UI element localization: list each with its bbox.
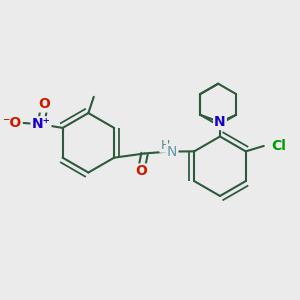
Text: N: N [214, 115, 226, 129]
Text: N⁺: N⁺ [32, 117, 50, 131]
Text: ⁻O: ⁻O [2, 116, 22, 130]
Text: H: H [160, 139, 170, 152]
Text: N: N [167, 145, 177, 159]
Text: O: O [39, 98, 50, 112]
Text: O: O [135, 164, 147, 178]
Text: Cl: Cl [271, 139, 286, 153]
